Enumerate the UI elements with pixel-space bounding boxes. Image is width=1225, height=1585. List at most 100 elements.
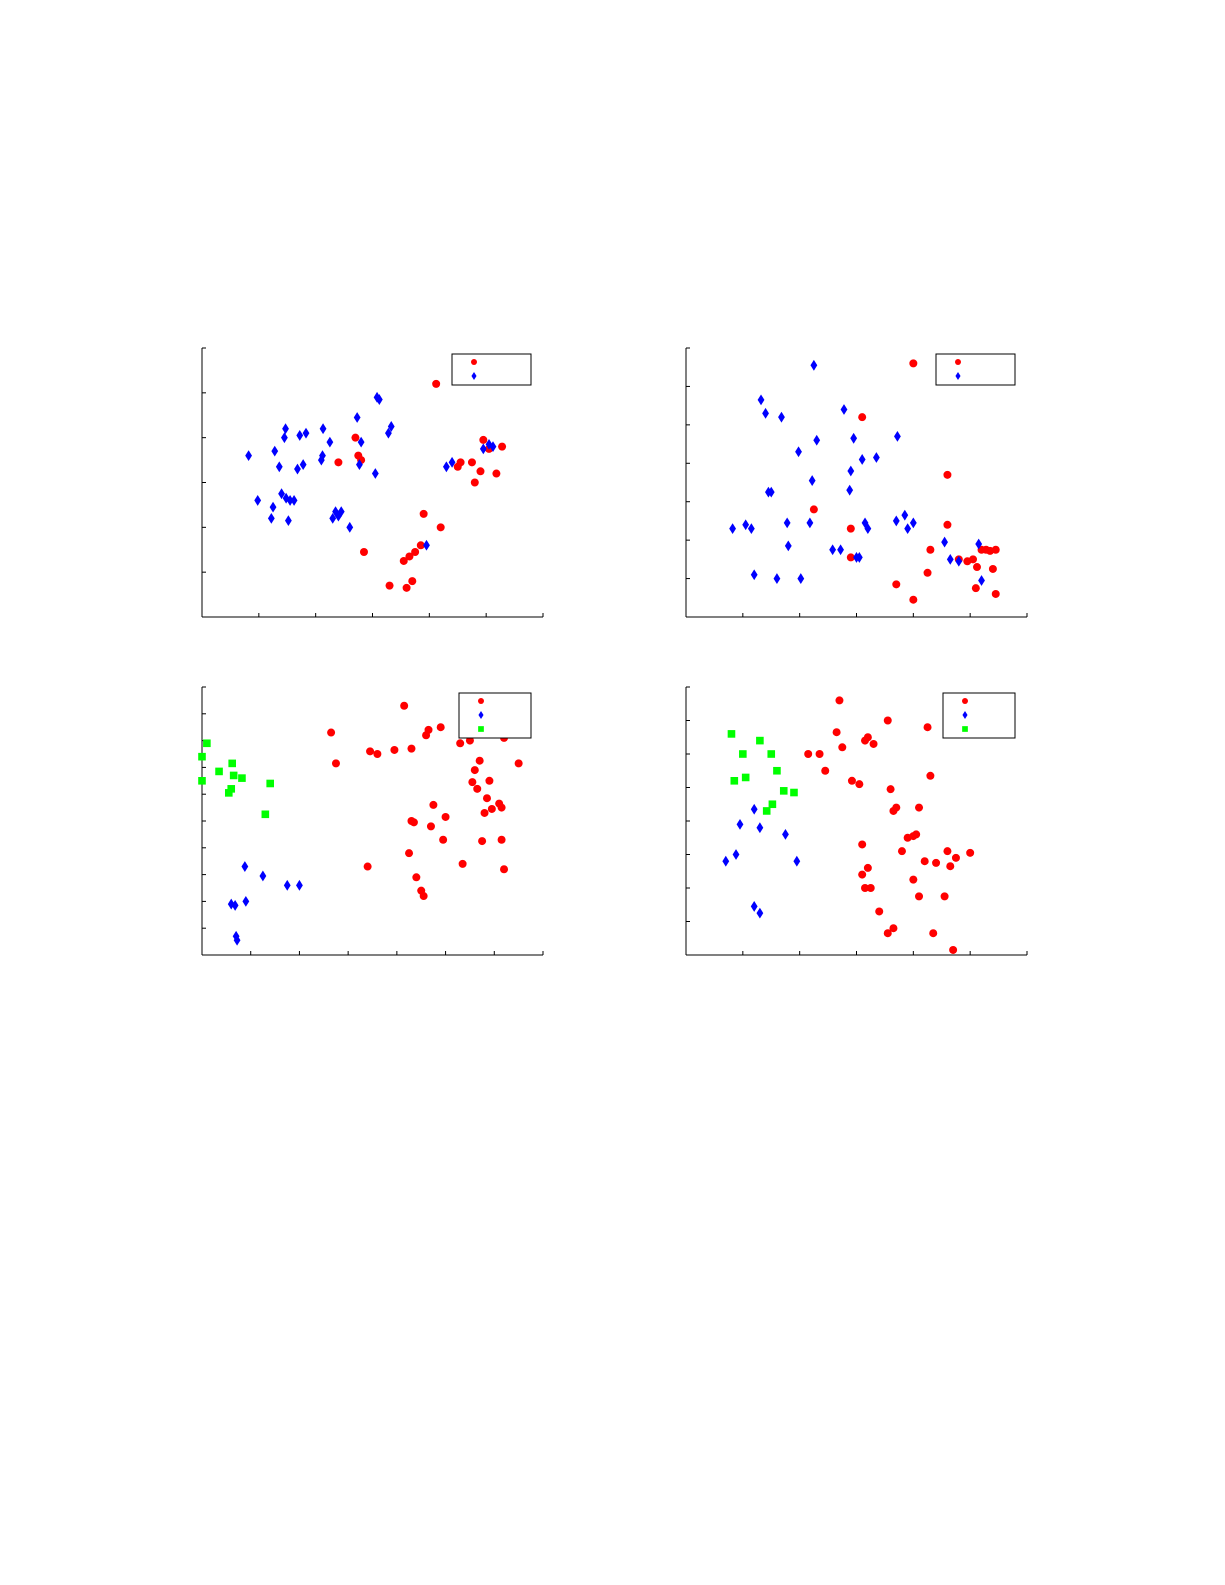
data-point bbox=[426, 822, 435, 831]
data-point bbox=[514, 759, 523, 768]
data-point bbox=[198, 777, 206, 785]
data-point bbox=[480, 808, 489, 817]
data-point bbox=[892, 803, 901, 812]
data-point bbox=[441, 812, 450, 821]
data-point bbox=[846, 484, 854, 496]
data-point bbox=[228, 759, 237, 768]
data-point bbox=[815, 750, 824, 758]
data-point bbox=[442, 461, 450, 473]
data-point bbox=[923, 568, 932, 577]
data-point bbox=[756, 907, 764, 919]
series-blue bbox=[722, 803, 801, 919]
data-point bbox=[266, 779, 274, 788]
data-point bbox=[385, 581, 394, 590]
data-point bbox=[319, 450, 326, 461]
legend-marker-blue bbox=[478, 710, 484, 720]
data-point bbox=[241, 861, 249, 872]
data-point bbox=[829, 544, 837, 556]
data-point bbox=[373, 750, 382, 758]
data-point bbox=[943, 847, 952, 856]
data-point bbox=[473, 784, 482, 793]
data-point bbox=[405, 552, 414, 561]
data-point bbox=[909, 517, 917, 529]
data-point bbox=[750, 803, 758, 815]
data-point bbox=[400, 701, 409, 710]
data-point bbox=[863, 733, 872, 742]
legend-marker-blue bbox=[471, 371, 477, 381]
data-point bbox=[915, 803, 924, 812]
data-point bbox=[969, 555, 978, 564]
data-point bbox=[813, 434, 821, 446]
data-point bbox=[448, 456, 456, 468]
legend-marker-red bbox=[955, 359, 961, 365]
data-point bbox=[356, 459, 363, 470]
data-point bbox=[778, 411, 785, 423]
data-point bbox=[846, 524, 855, 533]
data-point bbox=[835, 696, 844, 705]
data-point bbox=[926, 771, 935, 780]
series-red bbox=[327, 701, 523, 901]
data-point bbox=[767, 486, 775, 498]
data-point bbox=[847, 776, 856, 785]
data-point bbox=[850, 432, 858, 444]
data-point bbox=[482, 794, 491, 803]
data-point bbox=[943, 520, 952, 529]
data-point bbox=[821, 766, 830, 775]
data-point bbox=[468, 778, 477, 787]
data-point bbox=[283, 879, 291, 891]
data-point bbox=[966, 848, 975, 857]
data-point bbox=[886, 785, 895, 794]
data-point bbox=[756, 736, 764, 745]
data-point bbox=[909, 875, 918, 884]
data-point bbox=[991, 589, 1000, 598]
data-point bbox=[858, 454, 866, 465]
data-point bbox=[487, 804, 496, 813]
data-point bbox=[809, 505, 818, 514]
data-point bbox=[951, 853, 960, 862]
series-blue bbox=[227, 861, 303, 946]
legend-marker-red bbox=[478, 698, 484, 704]
data-point bbox=[779, 787, 788, 795]
data-point bbox=[883, 716, 892, 725]
data-point bbox=[863, 863, 872, 872]
data-point bbox=[231, 900, 239, 911]
data-point bbox=[727, 730, 736, 738]
data-point bbox=[408, 577, 417, 586]
scatter-panel-2 bbox=[685, 347, 1028, 618]
data-point bbox=[456, 739, 465, 748]
data-point bbox=[920, 857, 929, 866]
data-point bbox=[261, 810, 270, 819]
data-point bbox=[278, 488, 285, 500]
scatter-panel-4 bbox=[685, 686, 1028, 956]
data-point bbox=[858, 870, 867, 879]
data-point bbox=[875, 907, 884, 916]
data-point bbox=[467, 458, 476, 467]
data-point bbox=[795, 446, 802, 458]
data-point bbox=[762, 407, 769, 419]
data-point bbox=[319, 423, 327, 435]
data-point bbox=[912, 830, 921, 839]
data-point bbox=[215, 767, 223, 776]
data-point bbox=[424, 725, 433, 734]
data-point bbox=[810, 359, 818, 371]
data-point bbox=[267, 512, 275, 524]
data-point bbox=[838, 743, 847, 752]
data-point bbox=[353, 412, 361, 423]
data-point bbox=[858, 840, 867, 849]
data-point bbox=[932, 858, 941, 867]
data-point bbox=[742, 519, 750, 531]
data-point bbox=[294, 463, 301, 475]
data-point bbox=[889, 924, 898, 933]
legend-marker-red bbox=[962, 698, 968, 704]
data-point bbox=[904, 523, 912, 535]
data-point bbox=[227, 785, 236, 793]
data-point bbox=[387, 421, 395, 432]
data-point bbox=[411, 547, 420, 556]
data-point bbox=[390, 745, 399, 754]
data-point bbox=[500, 865, 509, 874]
data-point bbox=[302, 427, 310, 439]
data-point bbox=[832, 728, 841, 737]
series-red bbox=[809, 359, 1000, 604]
data-point bbox=[797, 573, 805, 584]
legend-box bbox=[942, 692, 1016, 739]
